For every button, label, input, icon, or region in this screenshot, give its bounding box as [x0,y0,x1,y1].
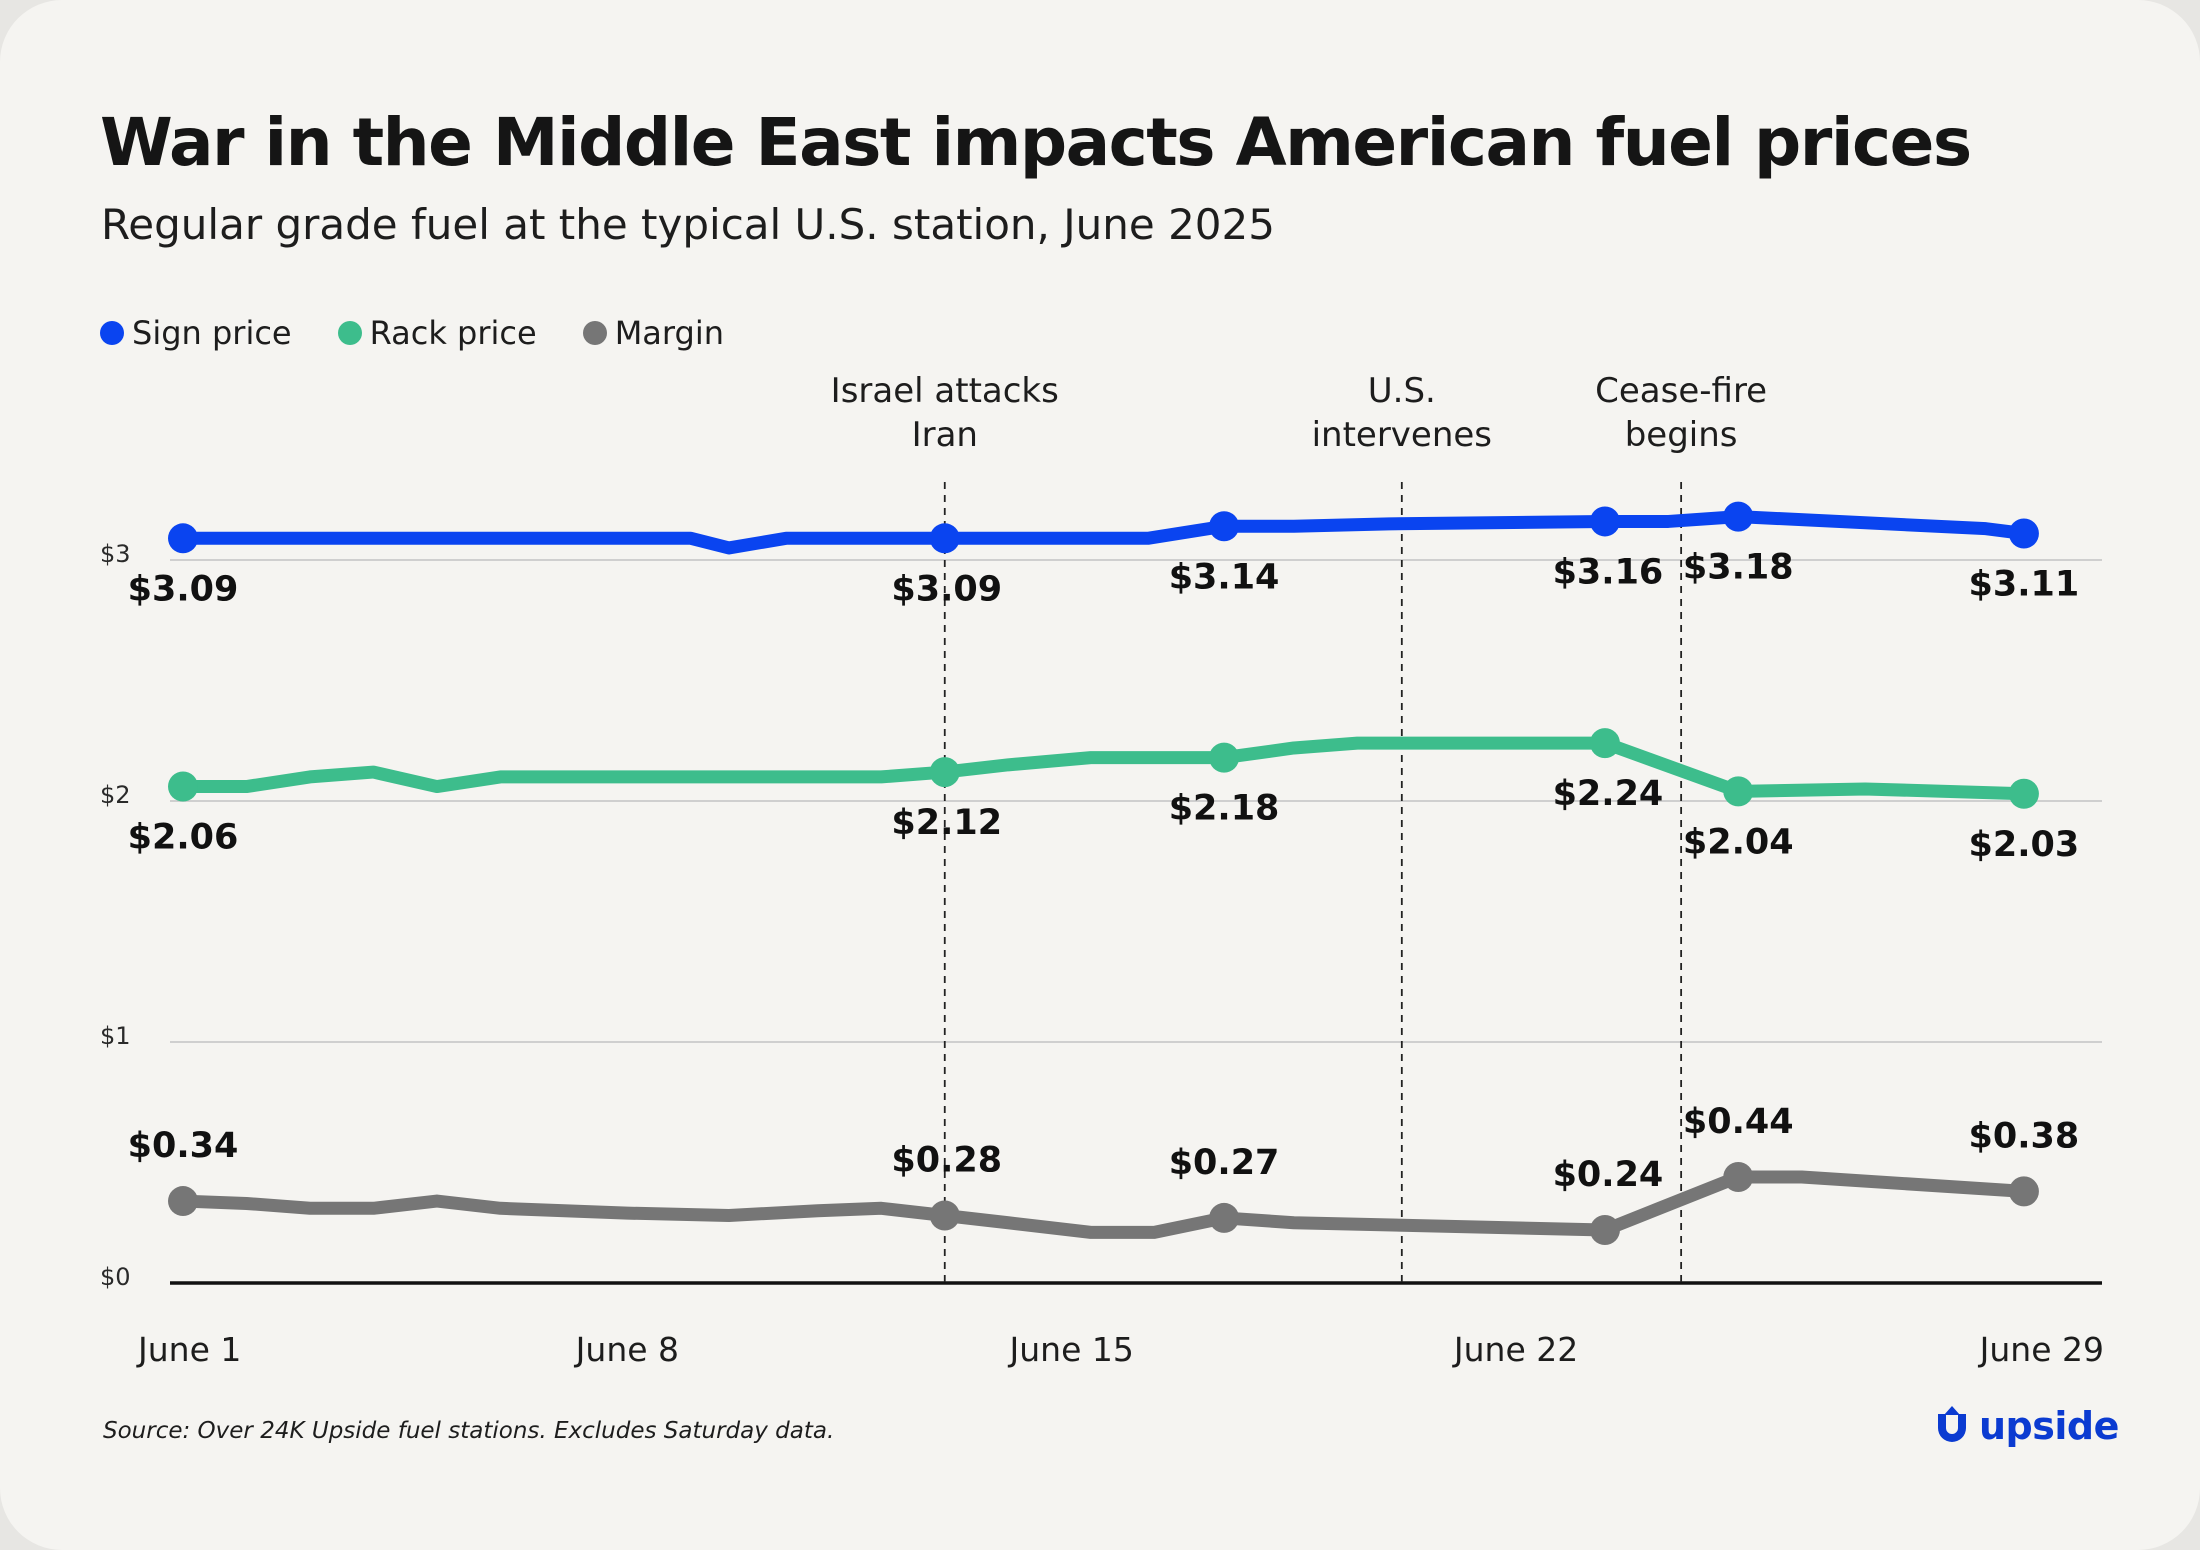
margin-point [1209,1202,1240,1233]
margin-value-label: $0.27 [1169,1143,1280,1183]
sign-price-value-label: $3.16 [1553,552,1664,592]
annotation-label: Israel attacks [831,371,1059,411]
rack-price-value-label: $2.18 [1169,789,1280,829]
margin-point [2008,1176,2039,1207]
x-tick-label: June 15 [1008,1330,1134,1369]
annotation-label: Iran [912,415,978,455]
y-tick-label: $2 [100,781,131,809]
margin-point [168,1186,198,1217]
rack-price-value-label: $2.24 [1553,774,1664,814]
brand-name: upside [1979,1404,2119,1448]
x-tick-label: June 8 [574,1330,679,1369]
x-tick-label: June 22 [1452,1330,1578,1369]
annotation-label: U.S. [1368,371,1436,411]
sign-price-point [1723,501,1754,532]
rack-price-point [168,771,198,802]
margin-value-label: $0.24 [1553,1155,1664,1195]
legend-item-sign-price: Sign price [100,314,292,352]
legend-item-rack-price: Rack price [337,314,537,352]
margin-point [929,1200,960,1231]
legend-swatch-rack-price [337,321,362,345]
sign-price-point [1589,506,1620,537]
rack-price-point [1589,728,1620,759]
margin-value-label: $0.44 [1683,1102,1794,1142]
sign-price-value-label: $3.14 [1169,557,1280,597]
margin-value-label: $0.28 [891,1141,1002,1181]
rack-price-value-label: $2.04 [1683,822,1794,862]
annotation-label: begins [1625,415,1738,455]
legend-swatch-sign-price [100,321,124,345]
rack-price-point [1209,742,1240,773]
sign-price-point [1209,511,1240,542]
sign-price-value-label: $3.09 [891,569,1002,609]
annotation-label: Cease-fire [1595,371,1767,411]
margin-line [176,1170,2031,1239]
margin-value-label: $0.34 [128,1126,239,1166]
sign-price-value-label: $3.18 [1683,548,1794,588]
legend-label-margin: Margin [614,314,724,352]
y-tick-label: $0 [100,1263,131,1291]
margin-point [1589,1214,1620,1245]
rack-price-value-label: $2.03 [1969,825,2080,865]
x-tick-label: June 1 [136,1330,241,1369]
margin-point [1723,1161,1754,1192]
rack-price-value-label: $2.12 [891,803,1002,843]
rack-price-value-label: $2.06 [128,818,239,858]
source-note: Source: Over 24K Upside fuel stations. E… [103,1418,835,1444]
legend: Sign price Rack price Margin [100,314,724,352]
rack-price-point [1723,776,1754,807]
rack-price-point [2008,778,2039,809]
legend-swatch-margin [582,321,607,345]
brand-logo: upside [1933,1404,2119,1448]
rack-price-point [929,757,960,788]
sign-price-point [168,523,198,554]
y-tick-label: $1 [100,1022,131,1050]
y-tick-label: $3 [100,540,131,568]
margin-value-label: $0.38 [1969,1116,2080,1156]
sign-price-point [929,523,960,554]
sign-price-value-label: $3.11 [1969,564,2080,604]
legend-label-sign-price: Sign price [132,314,292,352]
chart-title: War in the Middle East impacts American … [100,104,1972,181]
legend-label-rack-price: Rack price [369,314,537,352]
legend-item-margin: Margin [582,314,724,352]
x-tick-label: June 29 [1978,1330,2104,1369]
upside-logo-icon [1938,1406,1966,1442]
sign-price-value-label: $3.09 [128,569,239,609]
annotation-label: intervenes [1312,415,1492,455]
sign-price-point [2008,518,2039,549]
chart-subtitle: Regular grade fuel at the typical U.S. s… [101,200,1275,249]
